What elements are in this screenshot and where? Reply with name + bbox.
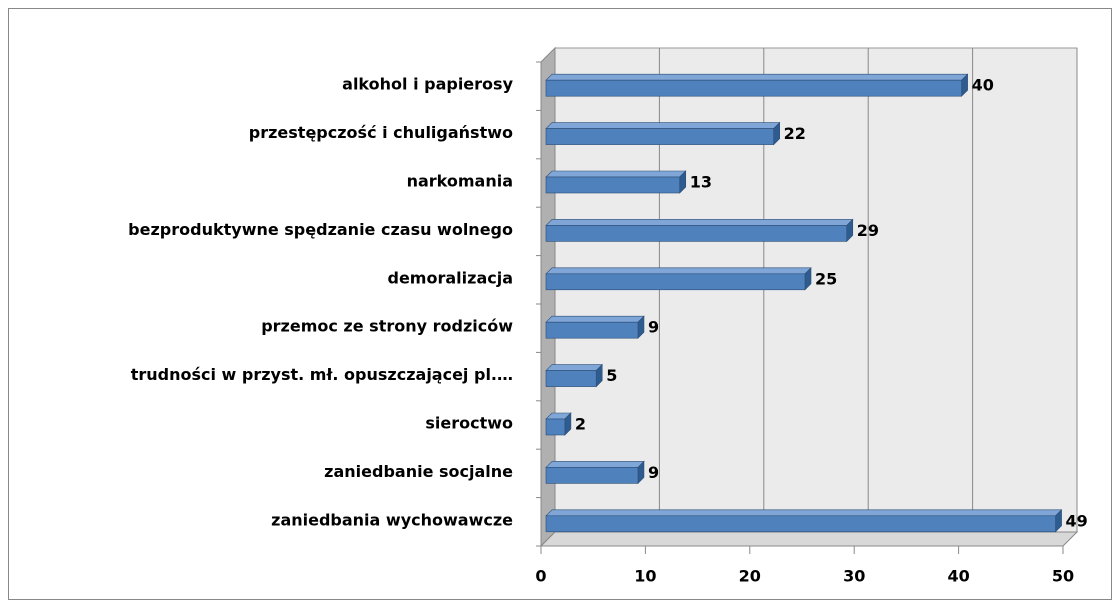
x-tick-label: 20 bbox=[739, 567, 761, 586]
bar-top bbox=[545, 219, 854, 226]
data-label: 13 bbox=[690, 173, 712, 192]
bar-top bbox=[545, 364, 603, 371]
data-label: 29 bbox=[857, 221, 879, 240]
y-tick-label: narkomania bbox=[407, 172, 513, 191]
bar bbox=[545, 176, 681, 194]
bar bbox=[545, 273, 806, 291]
data-label: 9 bbox=[648, 463, 659, 482]
y-tick-label: zaniedbanie socjalne bbox=[324, 462, 513, 481]
data-label: 40 bbox=[972, 76, 994, 95]
y-tick-label: przestępczość i chuligaństwo bbox=[249, 123, 513, 142]
bar bbox=[545, 515, 1056, 533]
bar-top bbox=[545, 122, 781, 129]
bar bbox=[545, 321, 639, 339]
bar bbox=[545, 418, 566, 436]
data-label: 2 bbox=[575, 415, 586, 434]
x-tick-label: 30 bbox=[843, 567, 865, 586]
data-label: 25 bbox=[815, 269, 837, 288]
y-tick-label: zaniedbania wychowawcze bbox=[271, 510, 513, 529]
x-tick-label: 40 bbox=[947, 567, 969, 586]
bar bbox=[545, 225, 848, 242]
y-tick-label: alkohol i papierosy bbox=[342, 75, 513, 94]
x-tick-label: 0 bbox=[535, 567, 546, 586]
y-tick-label: trudności w przyst. mł. opuszczającej pl… bbox=[131, 365, 513, 384]
y-tick-label: bezproduktywne spędzanie czasu wolnego bbox=[128, 220, 513, 239]
y-tick-label: przemoc ze strony rodziców bbox=[261, 317, 513, 336]
bar bbox=[545, 467, 639, 484]
bar-top bbox=[545, 267, 812, 275]
bar bbox=[545, 370, 597, 387]
bar bbox=[545, 79, 962, 97]
floor bbox=[539, 531, 1079, 547]
y-tick-label: sieroctwo bbox=[425, 414, 513, 433]
data-label: 5 bbox=[606, 366, 617, 385]
bar-top bbox=[545, 315, 645, 323]
bar bbox=[545, 128, 774, 145]
bar-top bbox=[545, 170, 687, 178]
bar-top bbox=[545, 461, 645, 468]
data-label: 49 bbox=[1066, 511, 1088, 530]
x-tick-label: 50 bbox=[1052, 567, 1074, 586]
y-tick-label: demoralizacja bbox=[388, 268, 514, 287]
bar-top bbox=[545, 73, 969, 81]
data-label: 22 bbox=[784, 124, 806, 143]
x-tick-label: 10 bbox=[634, 567, 656, 586]
bar-top bbox=[545, 509, 1063, 517]
data-label: 9 bbox=[648, 318, 659, 337]
